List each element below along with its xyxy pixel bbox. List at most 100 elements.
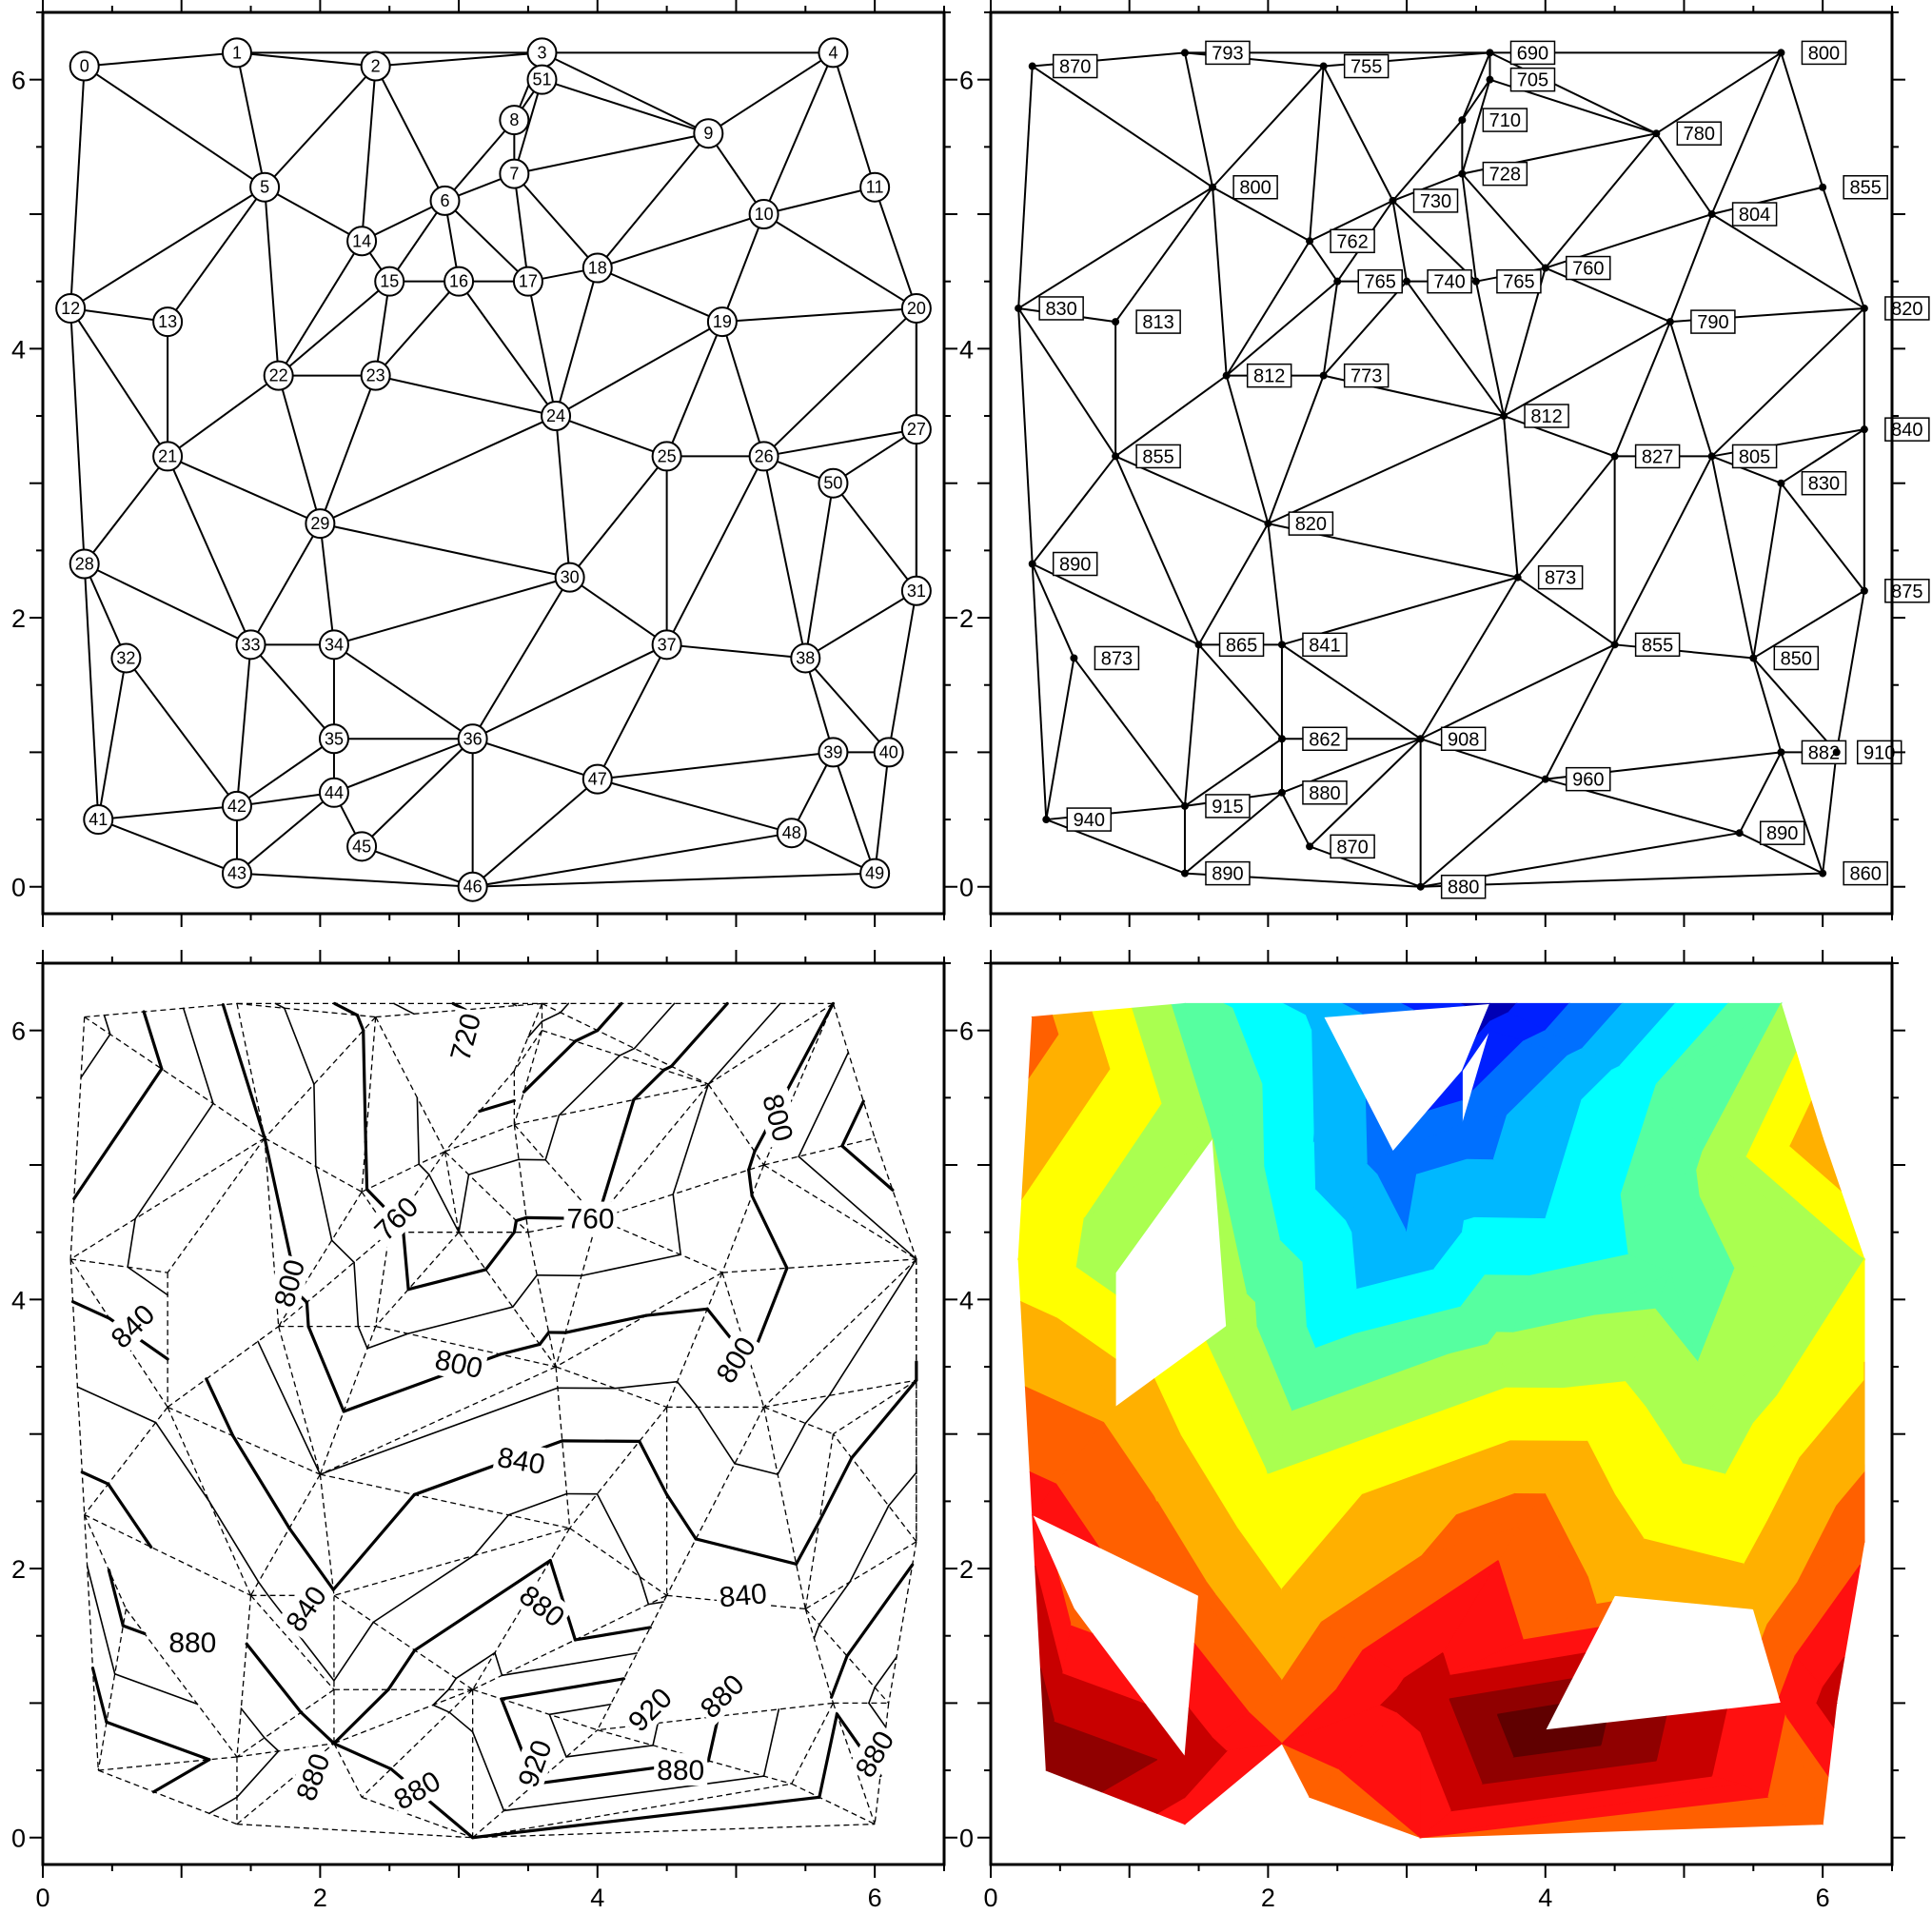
triangulation-edge: [98, 804, 238, 821]
triangulation-edge: [333, 738, 474, 794]
node-circle: [360, 360, 391, 391]
contour-line: [432, 1688, 450, 1707]
triangulation-edge: [1544, 643, 1616, 780]
node-index-label: 7: [509, 165, 519, 184]
node-index-label: 38: [796, 648, 815, 667]
contour-label-bg: [715, 1575, 772, 1613]
triangulation-edge: [236, 872, 473, 888]
data-point: [1180, 801, 1189, 810]
triangulation-edge: [84, 51, 238, 68]
triangulation-edge: [319, 415, 557, 525]
value-label: 890: [1059, 555, 1091, 576]
node-marker: 30: [554, 562, 585, 593]
triangulation-edge: [278, 1191, 363, 1327]
value-label: 762: [1336, 231, 1368, 252]
contour-fill-band: [1184, 1750, 1228, 1799]
contour-line: [527, 1020, 543, 1038]
triangulation-edge: [1711, 213, 1865, 309]
triangulation-edge: [1668, 213, 1713, 323]
node-circle: [444, 266, 475, 297]
contour-fill-band: [1031, 1483, 1101, 1549]
node-marker: 34: [318, 629, 349, 661]
node-index-label: 35: [325, 729, 344, 748]
data-point: [1319, 62, 1328, 70]
node-circle: [818, 467, 849, 499]
triangulation-edge: [97, 658, 128, 820]
node-circle: [748, 199, 779, 230]
node-marker: 42: [221, 790, 252, 821]
value-label: 873: [1545, 568, 1576, 589]
triangulation-edge: [596, 132, 710, 269]
data-point: [1610, 452, 1619, 461]
value-label-box: [1801, 40, 1847, 66]
x-tick-label: 0: [35, 1884, 49, 1912]
contour-line: [544, 1115, 561, 1161]
contour-annotated: [413, 1558, 552, 1652]
triangulation-edge: [1516, 455, 1616, 579]
value-label: 728: [1489, 165, 1521, 186]
node-marker: 9: [693, 118, 724, 149]
triangulation-edge: [167, 1407, 252, 1596]
triangulation-edge: [597, 1217, 723, 1273]
value-label: 827: [1642, 446, 1673, 467]
triangulation-edge: [555, 267, 599, 417]
node-index-label: 3: [537, 43, 546, 62]
contour-annotated: [142, 1010, 164, 1071]
node-circle: [318, 629, 349, 661]
triangulation-edge: [361, 1016, 377, 1193]
contour-label-bg: [492, 1439, 551, 1481]
value-label: 855: [1849, 178, 1881, 199]
triangulation-edge: [472, 1729, 599, 1839]
triangulation-edge: [361, 199, 445, 243]
value-label: 880: [1448, 878, 1479, 898]
triangulation-edge: [568, 455, 668, 579]
contour-line: [548, 1703, 612, 1716]
node-circle: [152, 441, 184, 472]
node-circle: [69, 50, 100, 82]
node-marker: 25: [651, 441, 682, 472]
value-label-box: [1676, 121, 1723, 146]
triangulation-edge: [84, 562, 251, 646]
triangulation-edge: [513, 1030, 543, 1125]
value-label-box: [1496, 268, 1542, 294]
triangulation-edge: [374, 281, 391, 376]
triangulation-edge: [249, 643, 335, 740]
value-label-box: [1330, 834, 1375, 859]
contour-line: [596, 1492, 641, 1578]
contour-annotated: [747, 1150, 757, 1172]
node-marker: 36: [457, 723, 488, 755]
triangulation-edge: [1031, 563, 1048, 820]
triangulation-edge: [1267, 375, 1325, 524]
contour-line: [357, 1325, 368, 1350]
triangulation-edge: [1045, 658, 1075, 820]
contour-annotated: [522, 1039, 578, 1094]
triangulation-edge: [1322, 281, 1408, 377]
node-marker: 39: [818, 737, 849, 768]
contour-annotated: [332, 1687, 390, 1746]
contour-annotated: [512, 1218, 519, 1234]
node-circle: [221, 858, 252, 889]
node-marker: 3: [526, 37, 558, 69]
panel-triangulation-values: 870 793 755 690 800 800 730 728 710 780 804 855 830 8…: [959, 0, 1930, 927]
value-label-box: [1330, 228, 1375, 254]
value-label: 820: [1891, 299, 1922, 320]
value-label-box: [1357, 268, 1403, 294]
data-point: [1277, 788, 1286, 797]
triangulation-edge: [1711, 186, 1824, 215]
data-point: [1471, 277, 1480, 286]
triangulation-edge: [542, 51, 709, 135]
node-circle: [55, 292, 87, 324]
value-label: 812: [1253, 366, 1285, 387]
contour-annotated: [706, 1714, 720, 1763]
triangulation-edge: [444, 119, 516, 202]
node-circle: [859, 171, 891, 203]
value-label-box: [1843, 860, 1888, 886]
contour-annotated: [573, 1029, 600, 1043]
contour-line: [86, 1565, 116, 1675]
node-marker: 22: [263, 360, 294, 391]
value-label: 910: [1863, 742, 1895, 763]
value-label: 915: [1212, 797, 1243, 818]
triangulation-edge: [1668, 321, 1713, 457]
node-marker: 8: [499, 105, 530, 136]
node-circle: [859, 858, 891, 889]
